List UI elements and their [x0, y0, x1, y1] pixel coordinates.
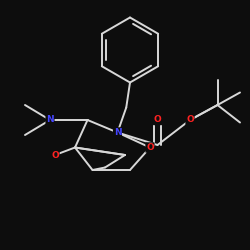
Text: O: O [51, 150, 59, 160]
Text: N: N [46, 116, 54, 124]
Text: O: O [154, 116, 162, 124]
Text: O: O [146, 143, 154, 152]
Text: N: N [114, 128, 121, 137]
Text: O: O [186, 116, 194, 124]
